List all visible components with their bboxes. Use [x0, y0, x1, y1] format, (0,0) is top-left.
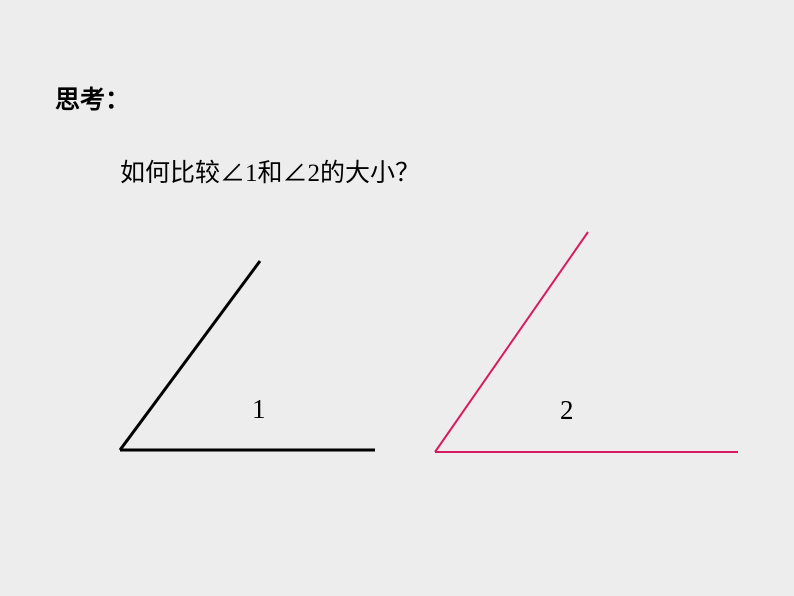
angle-1-label: 1: [252, 394, 266, 425]
angle-1-ray-top: [120, 261, 260, 450]
section-heading: 思考：: [55, 80, 130, 116]
angle-1-diagram: [100, 245, 380, 460]
angle-2-label: 2: [560, 395, 574, 426]
angle-2-diagram: [425, 227, 745, 462]
question-text: 如何比较∠1和∠2的大小？: [120, 153, 420, 189]
